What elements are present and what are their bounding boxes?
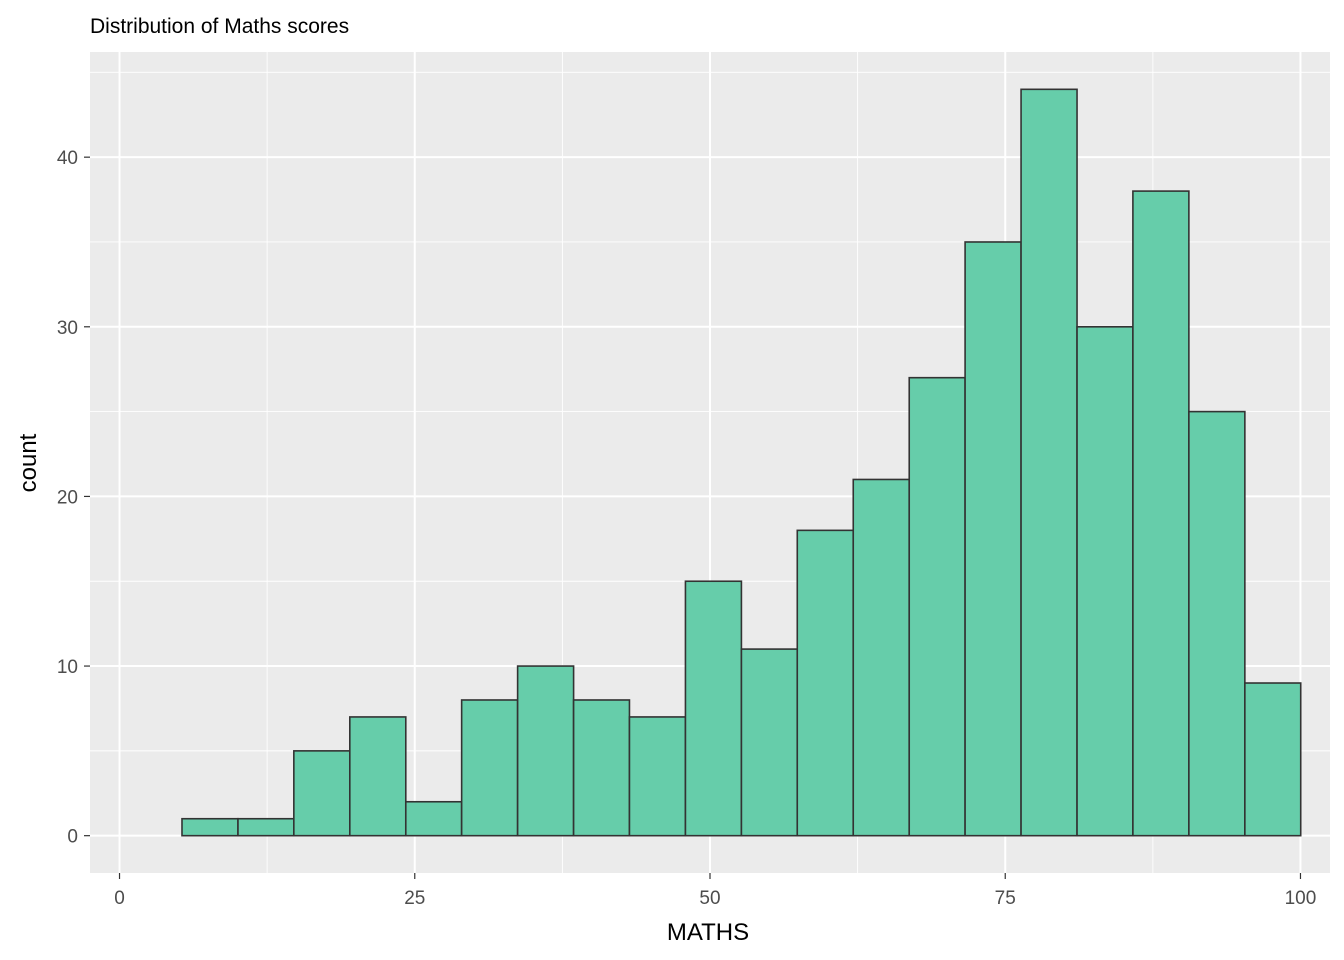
- histogram-bar: [1076, 325, 1134, 837]
- x-tick-label: 50: [699, 888, 720, 909]
- histogram-bar: [684, 580, 743, 837]
- histogram-bar: [293, 750, 351, 837]
- histogram-bar: [460, 699, 519, 837]
- x-axis: 0 25 50 75 100: [114, 873, 1316, 909]
- histogram-bar: [349, 716, 407, 837]
- histogram-bar: [572, 699, 631, 837]
- x-tick-label: 100: [1285, 888, 1317, 909]
- histogram-bar: [628, 716, 687, 837]
- histogram-bar: [1244, 682, 1302, 837]
- histogram-bar: [964, 241, 1022, 837]
- chart-title: Distribution of Maths scores: [90, 15, 349, 38]
- histogram-bar: [796, 529, 855, 837]
- histogram-bar: [404, 800, 463, 837]
- y-tick-label: 40: [57, 148, 78, 169]
- histogram-bars: [181, 88, 1302, 837]
- histogram-bar: [740, 648, 799, 837]
- histogram-bar: [1132, 190, 1190, 837]
- x-tick-label: 75: [995, 888, 1016, 909]
- y-tick-label: 0: [67, 827, 78, 848]
- y-tick-label: 30: [57, 318, 78, 339]
- histogram-bar: [181, 817, 239, 837]
- x-tick-label: 25: [404, 888, 425, 909]
- histogram-bar: [516, 665, 575, 837]
- histogram-bar: [1020, 88, 1078, 837]
- y-tick-label: 10: [57, 657, 78, 678]
- x-axis-title: MATHS: [667, 919, 749, 946]
- histogram-bar: [852, 478, 911, 837]
- y-axis-title: count: [15, 433, 42, 492]
- x-tick-label: 0: [114, 888, 125, 909]
- y-tick-label: 20: [57, 487, 78, 508]
- histogram-bar: [237, 817, 295, 837]
- y-axis: 0 10 20 30 40: [57, 148, 90, 848]
- histogram-bar: [1188, 410, 1246, 837]
- histogram-bar: [908, 376, 966, 837]
